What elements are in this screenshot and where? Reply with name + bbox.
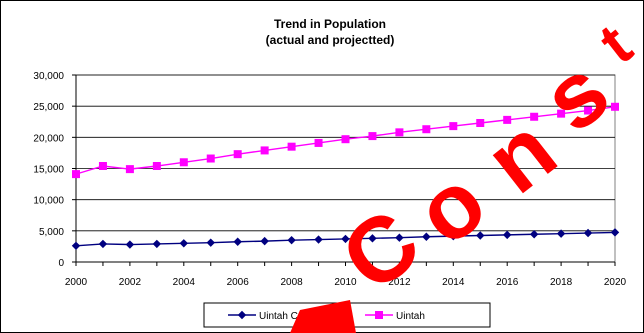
legend-item: Uintah County <box>228 310 322 322</box>
data-point <box>422 125 431 134</box>
y-tick-label: 0 <box>58 258 64 269</box>
data-point <box>503 115 512 124</box>
data-point <box>610 228 620 237</box>
data-point <box>476 231 485 240</box>
data-point <box>98 239 108 249</box>
data-point <box>368 132 377 141</box>
data-point <box>179 158 188 167</box>
data-point <box>206 238 215 247</box>
data-point <box>125 165 134 174</box>
data-point <box>395 233 404 242</box>
x-tick-label: 2008 <box>280 277 303 288</box>
data-point <box>584 106 593 115</box>
data-point <box>206 154 215 163</box>
data-point <box>341 234 350 244</box>
x-tick-label: 2010 <box>334 277 357 288</box>
x-tick-label: 2000 <box>65 277 88 288</box>
y-tick-label: 25,000 <box>33 102 64 113</box>
data-point <box>98 162 107 171</box>
data-point <box>368 234 377 243</box>
legend-marker <box>375 311 383 319</box>
data-point <box>233 150 242 159</box>
data-point <box>556 229 566 238</box>
data-point <box>260 146 269 155</box>
data-point <box>125 240 135 249</box>
data-point <box>314 138 323 147</box>
x-tick-label: 2018 <box>550 277 573 288</box>
chart-subtitle: (actual and projectted) <box>266 33 395 47</box>
data-point <box>71 241 81 251</box>
data-point <box>449 231 458 241</box>
legend-label: Uintah <box>396 311 425 322</box>
data-point <box>529 230 539 239</box>
data-point <box>179 239 189 248</box>
watermark-fragment <box>290 300 356 333</box>
data-point <box>341 135 350 144</box>
data-point <box>314 235 323 244</box>
x-tick-label: 2014 <box>442 277 465 288</box>
data-point <box>557 109 566 118</box>
data-point <box>583 228 593 238</box>
y-tick-label: 5,000 <box>39 227 64 238</box>
series-layer <box>71 102 620 251</box>
data-point <box>72 170 80 179</box>
data-point <box>287 142 296 151</box>
y-tick-label: 10,000 <box>33 196 64 207</box>
data-point <box>287 235 296 245</box>
y-axis-ticks: 0 5,000 10,000 15,000 20,000 25,000 30,000 <box>33 71 76 269</box>
data-point <box>260 236 269 246</box>
y-tick-label: 30,000 <box>33 71 64 82</box>
chart-title: Trend in Population <box>274 17 386 31</box>
x-tick-label: 2020 <box>604 277 627 288</box>
data-point <box>152 239 162 249</box>
data-point <box>233 237 242 246</box>
watermark-fragment: t <box>587 11 644 76</box>
data-point <box>152 162 161 171</box>
x-tick-label: 2004 <box>173 277 196 288</box>
legend-label: Uintah County <box>259 311 322 322</box>
data-point <box>530 112 539 121</box>
data-point <box>395 128 404 137</box>
x-tick-label: 2016 <box>496 277 519 288</box>
x-tick-label: 2002 <box>119 277 142 288</box>
data-point <box>476 118 485 127</box>
series-1 <box>71 228 620 251</box>
data-point <box>422 232 431 241</box>
y-tick-label: 15,000 <box>33 165 64 176</box>
x-tick-label: 2006 <box>227 277 250 288</box>
x-tick-label: 2012 <box>388 277 411 288</box>
legend-item: Uintah <box>365 311 425 322</box>
y-tick-label: 20,000 <box>33 133 64 144</box>
x-axis-ticks: 2000 2002 2004 2006 2008 2010 2012 2014 2016 2018… <box>65 262 627 288</box>
data-point <box>449 122 458 131</box>
legend-marker <box>237 310 247 320</box>
series-2 <box>72 102 619 179</box>
data-point <box>611 102 619 111</box>
data-point <box>502 230 512 240</box>
